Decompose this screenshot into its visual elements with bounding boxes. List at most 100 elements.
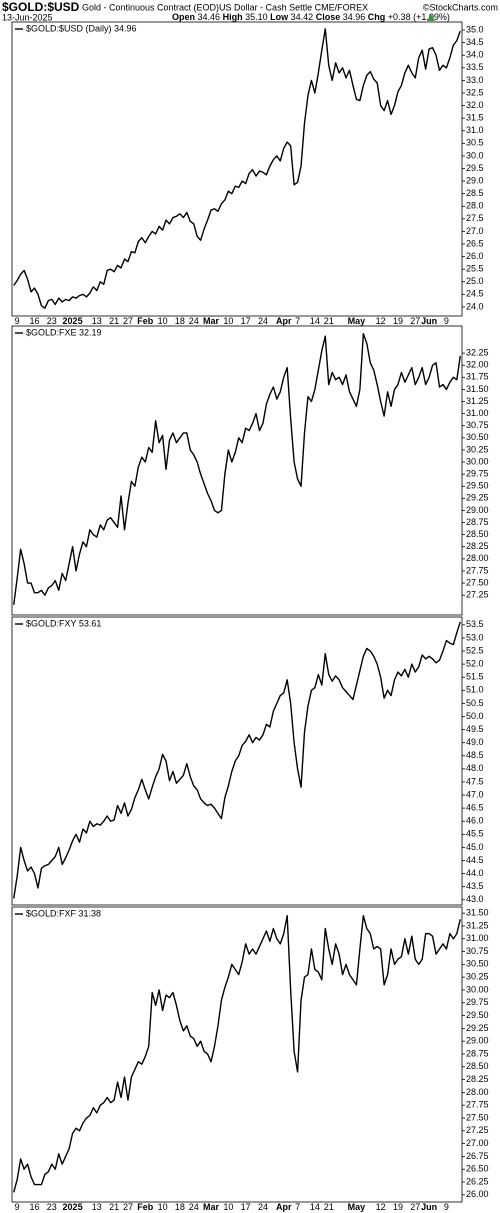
legend-label: $GOLD:$USD (Daily) 34.96 xyxy=(26,23,137,33)
y-tick-label: 26.50 xyxy=(466,1164,489,1174)
y-tick-label: 28.00 xyxy=(466,553,489,563)
quote: Open 34.46 High 35.10 Low 34.42 Close 34… xyxy=(172,12,450,22)
y-tick-label: 43.0 xyxy=(466,894,484,904)
y-tick-label: 30.50 xyxy=(466,432,489,442)
x-tick-label: 7 xyxy=(295,316,300,326)
y-tick-label: 30.00 xyxy=(466,456,489,466)
y-tick-label: 48.0 xyxy=(466,763,484,773)
x-tick-label: 13 xyxy=(92,316,102,326)
y-tick-label: 24.0 xyxy=(466,301,484,311)
x-tick-label: 13 xyxy=(92,1202,102,1212)
x-tick-label: 27 xyxy=(410,1202,420,1212)
y-tick-label: 29.75 xyxy=(466,997,489,1007)
x-tick-label: 10 xyxy=(223,1202,233,1212)
legend-label: $GOLD:FXY 53.61 xyxy=(26,618,101,628)
y-tick-label: 29.00 xyxy=(466,1036,489,1046)
y-tick-label: 29.0 xyxy=(466,175,484,185)
quote-label: Close xyxy=(316,12,341,22)
y-tick-label: 29.75 xyxy=(466,469,489,479)
x-tick-label: 19 xyxy=(393,1202,403,1212)
y-tick-label: 24.5 xyxy=(466,289,484,299)
y-tick-label: 31.50 xyxy=(466,908,489,918)
y-tick-label: 33.5 xyxy=(466,62,484,72)
y-tick-label: 31.25 xyxy=(466,920,489,930)
symbol: $GOLD:$USD xyxy=(2,0,80,14)
price-line xyxy=(13,333,461,605)
y-tick-label: 30.5 xyxy=(466,138,484,148)
panel-frame xyxy=(11,616,463,906)
quote-label: Open xyxy=(172,12,195,22)
y-tick-label: 32.25 xyxy=(466,347,489,357)
y-tick-label: 45.5 xyxy=(466,829,484,839)
x-tick-label: 9 xyxy=(15,316,20,326)
x-tick-label: 2025 xyxy=(63,316,83,326)
quote-value: 34.42 xyxy=(291,12,314,22)
x-tick-label: 19 xyxy=(393,316,403,326)
y-tick-label: 27.25 xyxy=(466,1125,489,1135)
x-tick-label: 9 xyxy=(15,1202,20,1212)
x-tick-label: 9 xyxy=(444,1202,449,1212)
y-tick-label: 27.50 xyxy=(466,1112,489,1122)
panel-frame xyxy=(11,325,463,616)
x-tick-label: 2025 xyxy=(63,1202,83,1212)
x-tick-label: 24 xyxy=(189,316,199,326)
x-tick-label: 21 xyxy=(109,316,119,326)
x-tick-label: Mar xyxy=(203,316,220,326)
y-tick-label: 28.0 xyxy=(466,201,484,211)
x-tick-label: 16 xyxy=(29,316,39,326)
y-tick-label: 46.0 xyxy=(466,816,484,826)
quote-value: 34.96 xyxy=(343,12,366,22)
y-tick-label: 26.25 xyxy=(466,1176,489,1186)
price-line xyxy=(13,28,461,309)
y-tick-label: 32.5 xyxy=(466,87,484,97)
y-tick-label: 50.0 xyxy=(466,711,484,721)
quote-value: +0.38 (+1.09%) xyxy=(388,12,450,22)
x-tick-label: 24 xyxy=(258,316,268,326)
y-tick-label: 33.0 xyxy=(466,75,484,85)
y-tick-label: 32.00 xyxy=(466,360,489,370)
x-tick-label: 10 xyxy=(223,316,233,326)
y-tick-label: 26.75 xyxy=(466,1151,489,1161)
price-line xyxy=(13,621,461,899)
y-tick-label: 53.0 xyxy=(466,632,484,642)
quote-value: 34.46 xyxy=(198,12,221,22)
y-tick-label: 31.75 xyxy=(466,372,489,382)
y-tick-label: 26.0 xyxy=(466,251,484,261)
y-tick-label: 30.25 xyxy=(466,444,489,454)
x-tick-label: 18 xyxy=(175,316,185,326)
y-tick-label: 31.00 xyxy=(466,933,489,943)
x-tick-label: 23 xyxy=(47,316,57,326)
x-tick-label: Jun xyxy=(421,1202,437,1212)
y-tick-label: 50.5 xyxy=(466,698,484,708)
y-tick-label: 31.0 xyxy=(466,125,484,135)
y-tick-label: 44.0 xyxy=(466,868,484,878)
x-tick-label: 9 xyxy=(444,316,449,326)
x-tick-label: 12 xyxy=(376,316,386,326)
y-tick-label: 29.25 xyxy=(466,1023,489,1033)
quote-label: High xyxy=(223,12,243,22)
x-tick-label: Feb xyxy=(137,1202,154,1212)
x-tick-label: 17 xyxy=(241,1202,251,1212)
x-tick-label: 21 xyxy=(109,1202,119,1212)
y-tick-label: 27.5 xyxy=(466,213,484,223)
up-arrow xyxy=(427,14,435,21)
y-tick-label: 28.00 xyxy=(466,1087,489,1097)
y-tick-label: 27.50 xyxy=(466,577,489,587)
y-tick-label: 25.0 xyxy=(466,276,484,286)
x-tick-label: 10 xyxy=(158,1202,168,1212)
y-tick-label: 45.0 xyxy=(466,842,484,852)
x-tick-label: 14 xyxy=(310,1202,320,1212)
y-tick-label: 47.5 xyxy=(466,776,484,786)
y-tick-label: 27.25 xyxy=(466,590,489,600)
y-tick-label: 29.00 xyxy=(466,505,489,515)
x-tick-label: May xyxy=(348,1202,366,1212)
y-tick-label: 31.5 xyxy=(466,113,484,123)
panel-frame xyxy=(11,21,463,317)
y-tick-label: 27.00 xyxy=(466,1138,489,1148)
y-tick-label: 49.0 xyxy=(466,737,484,747)
y-tick-label: 51.0 xyxy=(466,685,484,695)
price-line xyxy=(13,915,461,1193)
y-tick-label: 26.00 xyxy=(466,1189,489,1199)
y-tick-label: 27.0 xyxy=(466,226,484,236)
